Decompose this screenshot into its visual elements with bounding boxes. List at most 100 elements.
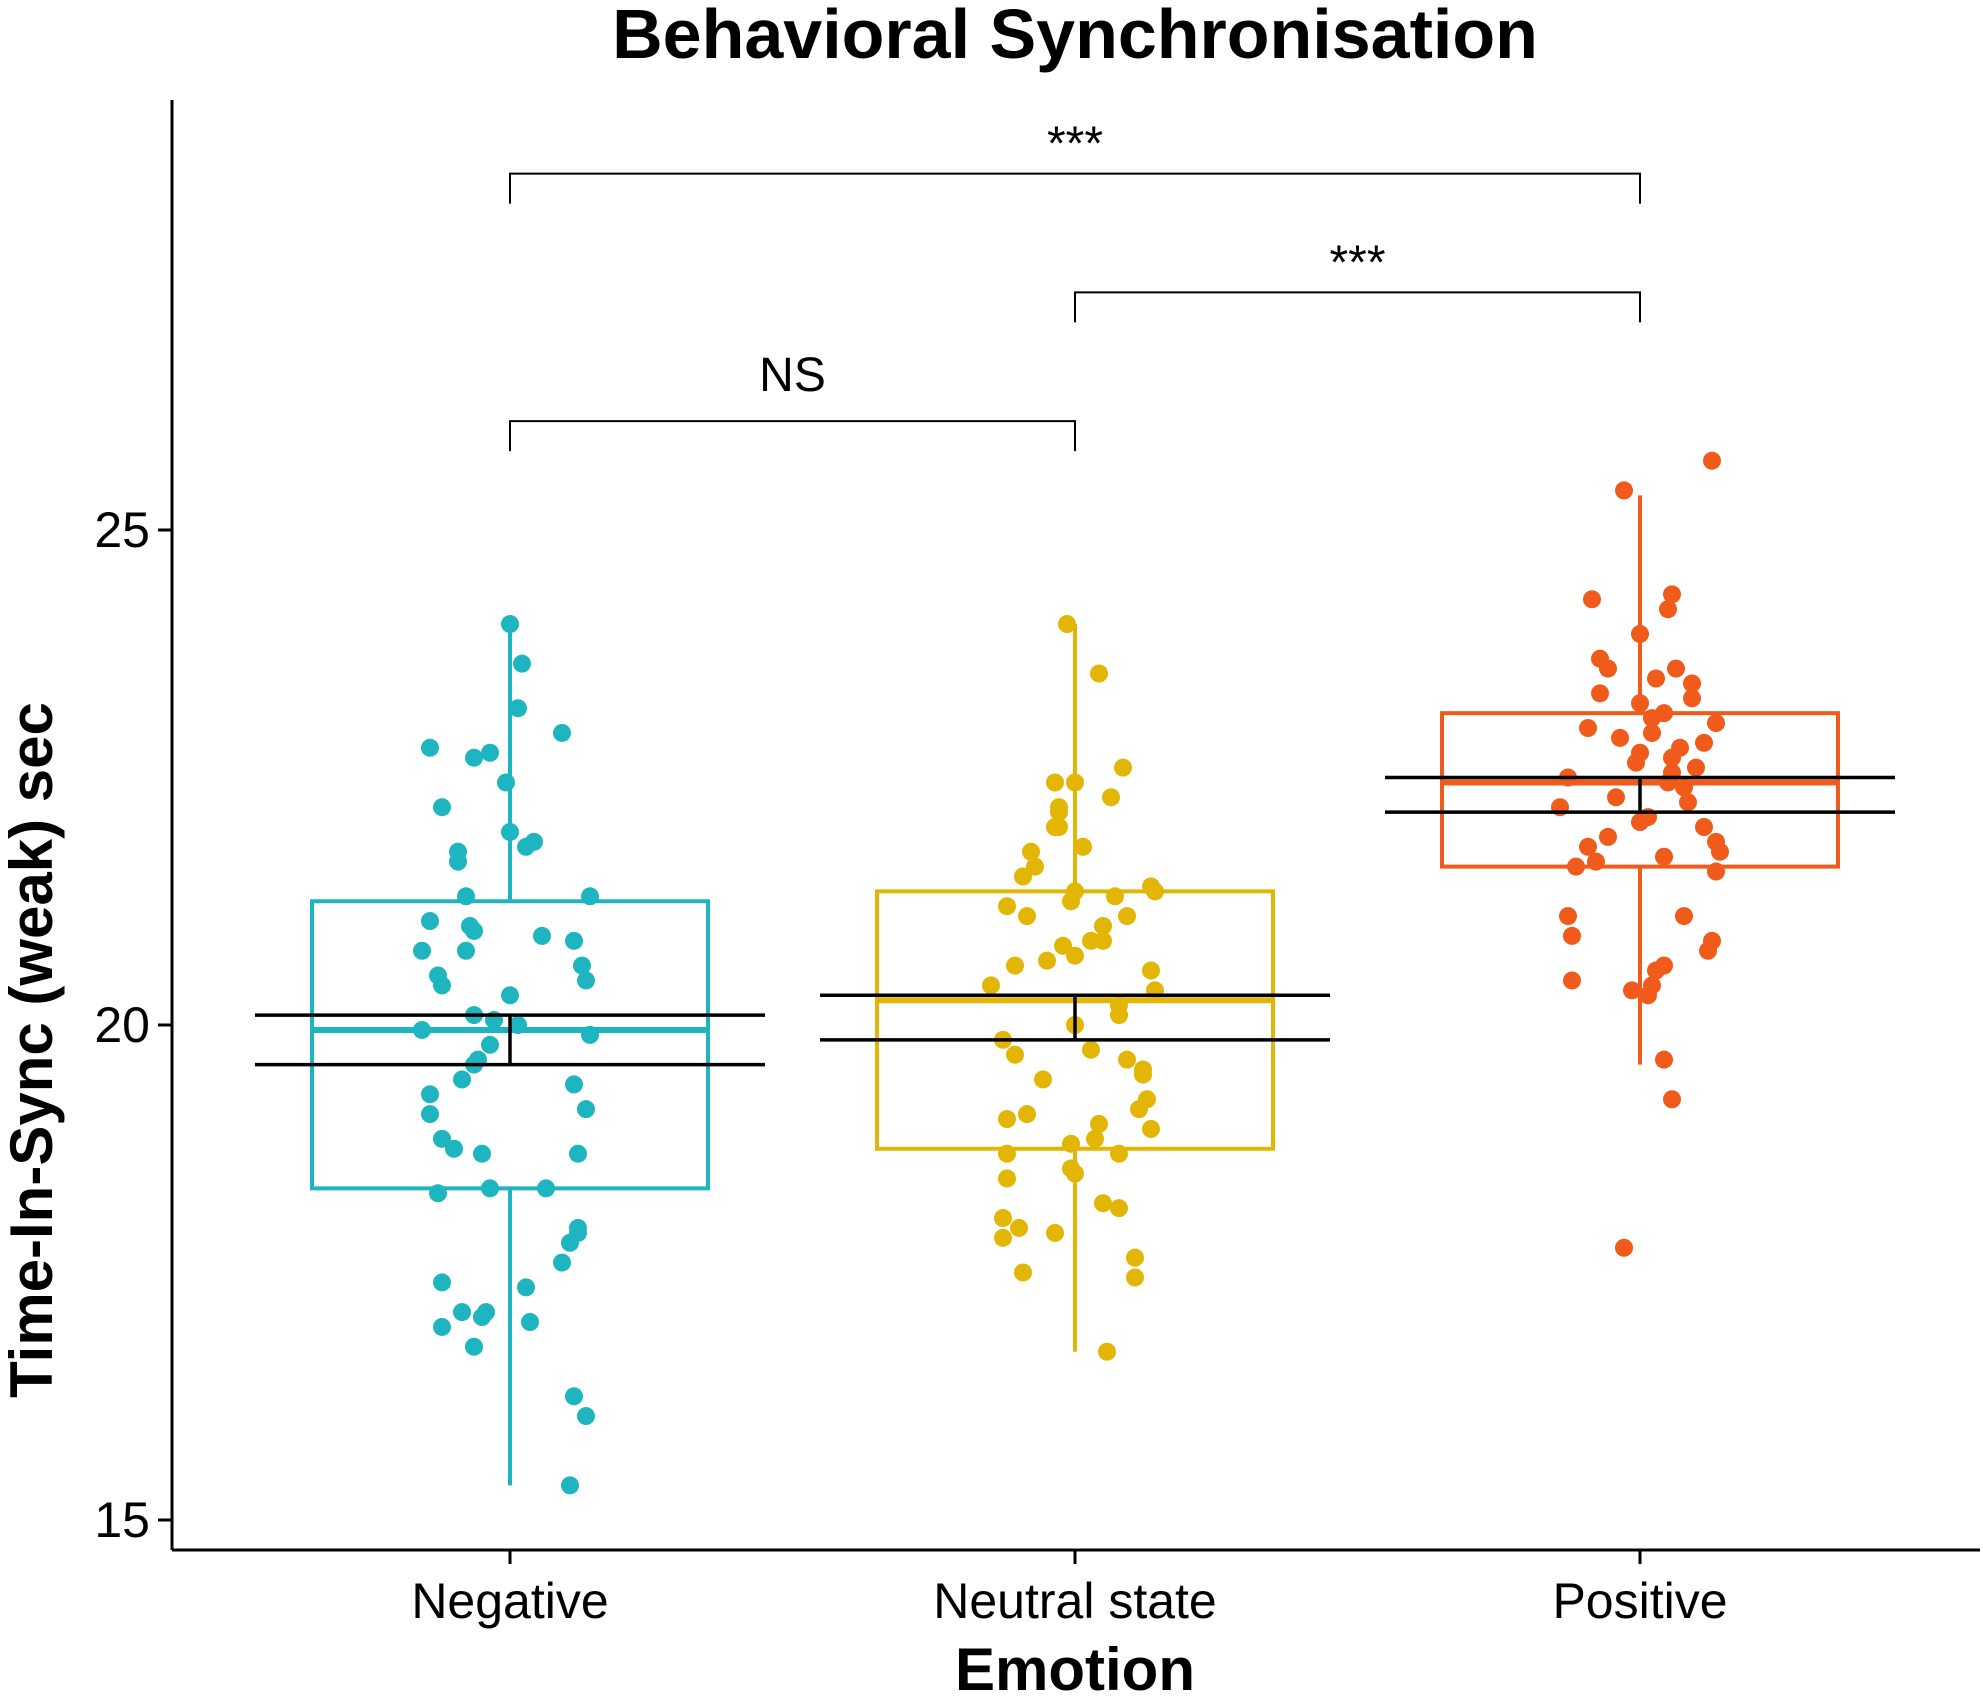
data-point [1118, 907, 1136, 926]
data-point [1663, 1090, 1681, 1109]
y-axis-title: Time-In-Sync (weak) sec [0, 702, 65, 1398]
data-point [1615, 481, 1633, 500]
data-point [1034, 1070, 1052, 1089]
data-point [465, 921, 483, 940]
data-point [481, 1035, 499, 1054]
data-point [533, 926, 551, 945]
data-point [1142, 961, 1160, 980]
y-tick-label: 15 [94, 1492, 150, 1548]
data-point [457, 887, 475, 906]
data-point [465, 748, 483, 767]
data-point [1022, 842, 1040, 861]
data-point [1062, 1134, 1080, 1153]
data-point [581, 1025, 599, 1044]
data-point [1563, 926, 1581, 945]
data-point [413, 941, 431, 960]
significance-label: *** [1329, 236, 1385, 289]
significance-label: *** [1047, 118, 1103, 171]
data-point [1014, 1263, 1032, 1282]
data-point [1082, 1040, 1100, 1059]
data-point [1647, 961, 1665, 980]
data-point [433, 976, 451, 995]
data-point [1707, 862, 1725, 881]
data-point [1591, 684, 1609, 703]
data-point [433, 1317, 451, 1336]
data-point [573, 956, 591, 975]
data-point [1106, 887, 1124, 906]
significance-bracket [509, 172, 1641, 204]
data-point [457, 941, 475, 960]
data-point [1090, 1115, 1108, 1133]
data-point [1587, 852, 1605, 871]
data-point [481, 1179, 499, 1198]
significance-label: NS [759, 349, 826, 402]
data-point [1066, 1164, 1084, 1183]
data-point [465, 1337, 483, 1356]
data-point [998, 1144, 1016, 1163]
chart-title: Behavioral Synchronisation [612, 0, 1538, 73]
data-point [501, 986, 519, 1005]
data-point [553, 1253, 571, 1272]
data-point [577, 1407, 595, 1426]
data-point [1066, 773, 1084, 792]
data-point [1130, 1100, 1148, 1119]
data-point [1623, 981, 1641, 1000]
data-point [1118, 1050, 1136, 1069]
data-point [1018, 907, 1036, 926]
data-point [1599, 659, 1617, 678]
data-point [1579, 719, 1597, 737]
data-point [1082, 931, 1100, 950]
data-point [561, 1233, 579, 1252]
data-point [565, 931, 583, 950]
data-point [1559, 907, 1577, 926]
data-point [517, 1278, 535, 1297]
box-iqr [1440, 711, 1840, 869]
data-point [1611, 728, 1629, 747]
data-point [1098, 1342, 1116, 1361]
data-point [421, 1105, 439, 1124]
data-point [1679, 793, 1697, 812]
data-point [421, 738, 439, 757]
data-point [433, 1129, 451, 1148]
data-point [1094, 1194, 1112, 1213]
data-point [982, 976, 1000, 995]
data-point [1699, 941, 1717, 960]
box-iqr [310, 899, 710, 1191]
data-point [1046, 1223, 1064, 1242]
data-point [521, 1313, 539, 1331]
data-point [1643, 723, 1661, 742]
y-tick-label: 25 [94, 502, 150, 558]
data-point [1695, 733, 1713, 752]
data-point [994, 1228, 1012, 1247]
data-point [1655, 1050, 1673, 1069]
data-point [553, 723, 571, 742]
data-point [1675, 778, 1693, 797]
data-point [509, 699, 527, 718]
data-point [1663, 585, 1681, 604]
data-point [453, 1303, 471, 1322]
data-point [473, 1144, 491, 1163]
data-point [1631, 624, 1649, 643]
x-tick-label: Neutral state [933, 1573, 1216, 1629]
data-point [1054, 936, 1072, 955]
significance-bracket [1074, 291, 1641, 323]
data-point [1018, 1105, 1036, 1124]
data-point [1046, 773, 1064, 792]
x-tick-label: Positive [1552, 1573, 1727, 1629]
data-point [429, 1184, 447, 1203]
data-point [1038, 951, 1056, 970]
data-point [1058, 615, 1076, 634]
data-point [581, 887, 599, 906]
data-point [1615, 1238, 1633, 1257]
data-point [577, 971, 595, 990]
data-point [1659, 600, 1677, 619]
data-point [1663, 748, 1681, 767]
data-point [1134, 1065, 1152, 1084]
data-point [445, 1139, 463, 1158]
data-point [1583, 590, 1601, 609]
data-point [565, 1387, 583, 1406]
data-point [1090, 664, 1108, 683]
x-axis-title: Emotion [955, 1636, 1195, 1698]
data-point [497, 773, 515, 792]
